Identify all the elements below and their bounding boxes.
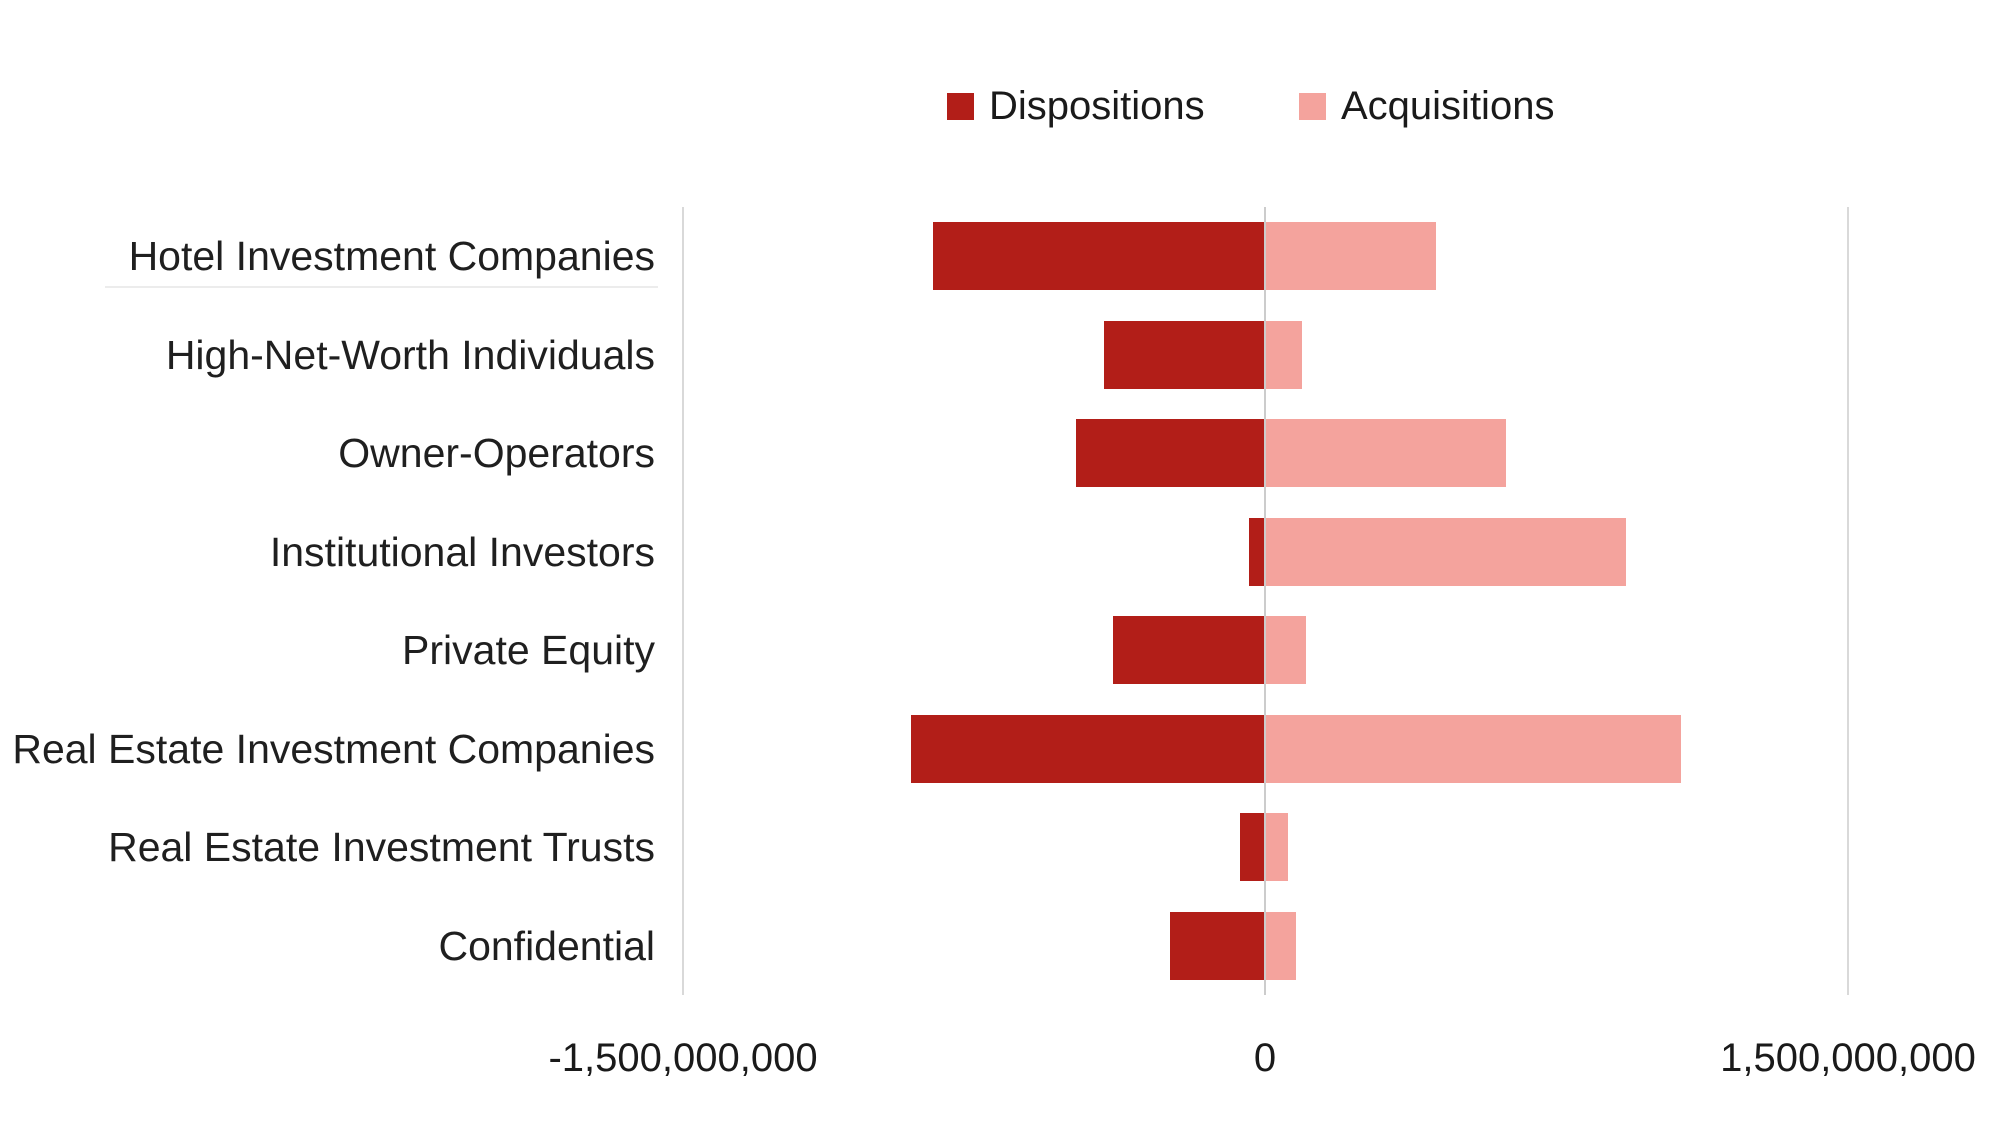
acquisitions-bar[interactable] (1265, 911, 1297, 980)
acquisitions-bar[interactable] (1265, 616, 1306, 685)
dispositions-swatch-icon (947, 92, 974, 120)
dispositions-bar[interactable] (1103, 320, 1265, 389)
category-label: Real Estate Investment Trusts (108, 824, 655, 871)
acquisitions-swatch-icon (1299, 92, 1326, 120)
acquisitions-bar[interactable] (1265, 222, 1436, 291)
legend-label: Dispositions (989, 84, 1205, 128)
acquisitions-bar[interactable] (1265, 517, 1627, 586)
category-label: Owner-Operators (338, 430, 655, 477)
category-label: Confidential (438, 922, 655, 969)
dispositions-bar[interactable] (1169, 911, 1265, 980)
legend-label: Acquisitions (1341, 84, 1555, 128)
dispositions-bar[interactable] (1113, 616, 1265, 685)
legend-item-dispositions[interactable]: Dispositions (947, 78, 1205, 134)
legend-item-acquisitions[interactable]: Acquisitions (1299, 78, 1554, 134)
acquisitions-bar[interactable] (1265, 320, 1302, 389)
acquisitions-bar[interactable] (1265, 813, 1289, 882)
dispositions-bar[interactable] (1249, 517, 1265, 586)
category-label: Hotel Investment Companies (128, 233, 655, 280)
category-label: High-Net-Worth Individuals (165, 331, 655, 378)
x-tick-label-zero: 0 (1253, 1036, 1277, 1080)
gridline-max (1847, 207, 1849, 995)
acquisitions-bar[interactable] (1265, 714, 1681, 783)
dispositions-bar[interactable] (932, 222, 1265, 291)
category-label: Institutional Investors (269, 528, 655, 575)
category-label: Real Estate Investment Companies (12, 725, 655, 772)
x-tick-label-min: -1,500,000,000 (548, 1036, 818, 1080)
gridline-min (682, 207, 684, 995)
acquisitions-bar[interactable] (1265, 419, 1506, 488)
label-underline (105, 286, 658, 288)
category-label: Private Equity (402, 627, 655, 674)
x-tick-label-max: 1,500,000,000 (1720, 1036, 1976, 1080)
dispositions-bar[interactable] (1076, 419, 1265, 488)
dispositions-bar[interactable] (1239, 813, 1265, 882)
dispositions-bar[interactable] (911, 714, 1265, 783)
